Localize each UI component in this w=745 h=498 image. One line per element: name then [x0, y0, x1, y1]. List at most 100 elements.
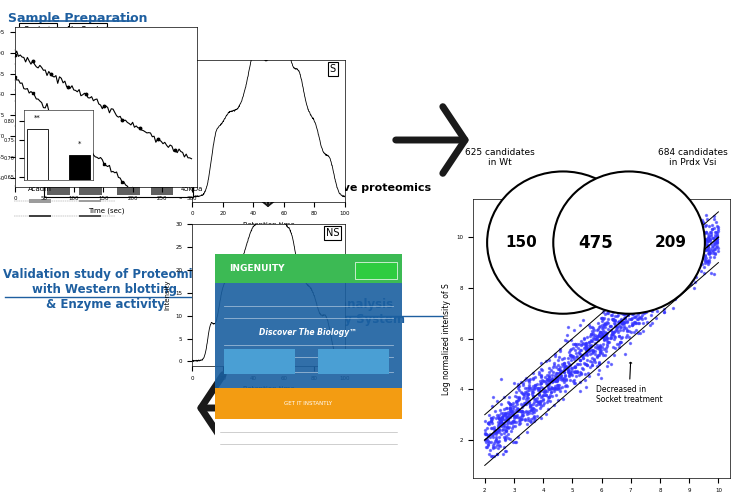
Point: [491, 411, 503, 419]
Point: [665, 293, 676, 301]
Text: Comparative proteomics: Comparative proteomics: [278, 183, 431, 193]
Point: [586, 361, 598, 369]
Point: [599, 330, 611, 338]
Point: [592, 332, 603, 340]
Point: [557, 375, 569, 383]
Point: [637, 327, 649, 335]
Point: [508, 379, 520, 387]
Point: [533, 398, 545, 406]
Point: [634, 292, 646, 300]
Point: [618, 306, 630, 314]
Point: [516, 388, 527, 396]
Point: [672, 252, 684, 260]
Point: [650, 314, 662, 322]
Point: [519, 400, 531, 408]
Point: [558, 368, 570, 376]
Point: [706, 226, 717, 234]
Point: [623, 328, 635, 336]
Point: [615, 315, 627, 323]
Point: [586, 341, 597, 349]
Point: [493, 441, 505, 449]
Point: [537, 387, 549, 395]
Point: [692, 265, 704, 273]
Bar: [29, 100, 51, 102]
Point: [527, 405, 539, 413]
Point: [484, 430, 496, 438]
Point: [496, 415, 508, 423]
Point: [596, 314, 608, 322]
Point: [685, 240, 697, 248]
Point: [485, 417, 497, 425]
Point: [674, 275, 686, 283]
Point: [535, 379, 547, 387]
Point: [694, 256, 706, 264]
Point: [644, 297, 656, 305]
Point: [594, 350, 606, 358]
Point: [640, 276, 652, 284]
Point: [557, 395, 568, 403]
Point: [482, 440, 494, 448]
Point: [700, 254, 712, 262]
Point: [562, 348, 574, 356]
Point: [706, 228, 717, 236]
Point: [614, 283, 626, 291]
Point: [681, 270, 693, 278]
Point: [506, 409, 518, 417]
Point: [705, 230, 717, 238]
Point: [499, 426, 511, 434]
Point: [602, 338, 614, 346]
Point: [493, 420, 505, 428]
Point: [662, 286, 674, 294]
Point: [479, 430, 491, 438]
Point: [621, 333, 633, 341]
Point: [688, 238, 700, 246]
Point: [706, 249, 718, 257]
Point: [642, 300, 654, 308]
Point: [484, 446, 495, 454]
Point: [618, 302, 630, 310]
Point: [681, 263, 693, 271]
Point: [627, 310, 639, 318]
Point: [633, 329, 644, 337]
Bar: [29, 112, 51, 115]
Point: [568, 363, 580, 371]
Point: [512, 405, 524, 413]
Point: [694, 259, 706, 267]
Point: [601, 341, 613, 349]
Point: [700, 237, 711, 245]
Point: [551, 373, 563, 380]
Point: [513, 405, 524, 413]
Point: [579, 344, 591, 352]
Point: [486, 419, 498, 427]
Point: [514, 413, 526, 421]
Point: [697, 219, 709, 227]
Bar: [29, 49, 51, 51]
Point: [641, 276, 653, 284]
Text: 475: 475: [579, 234, 613, 251]
Point: [619, 318, 631, 326]
Point: [670, 263, 682, 271]
Point: [691, 245, 703, 252]
Point: [506, 424, 518, 432]
Point: [620, 300, 632, 308]
Point: [489, 429, 501, 437]
Point: [554, 348, 565, 356]
Point: [635, 311, 647, 319]
Point: [667, 244, 679, 252]
Point: [656, 275, 668, 283]
Point: [649, 286, 661, 294]
Point: [498, 436, 510, 444]
Point: [526, 388, 538, 396]
Point: [630, 313, 641, 321]
Point: [685, 267, 697, 275]
Point: [670, 273, 682, 281]
Point: [630, 312, 642, 320]
Point: [529, 380, 541, 388]
Point: [589, 343, 600, 351]
Point: [646, 297, 658, 305]
Point: [507, 416, 519, 424]
Point: [516, 407, 528, 415]
Point: [687, 266, 699, 274]
Point: [505, 427, 517, 435]
Point: [567, 352, 579, 360]
